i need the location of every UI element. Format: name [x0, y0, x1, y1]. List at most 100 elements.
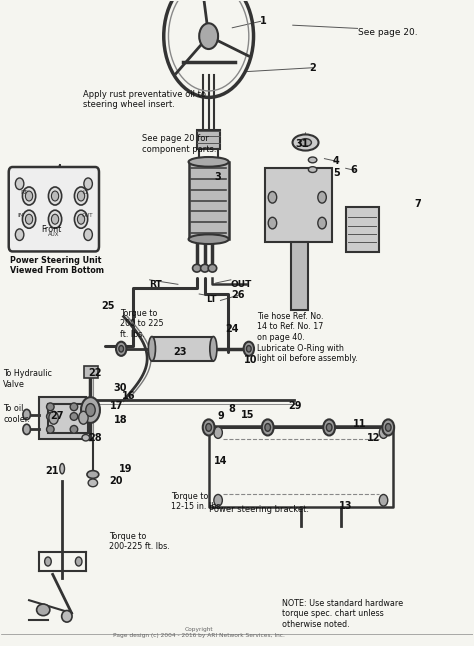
Bar	[292, 242, 308, 310]
Ellipse shape	[214, 427, 222, 439]
Text: 7: 7	[414, 199, 421, 209]
Ellipse shape	[82, 435, 90, 441]
Ellipse shape	[265, 424, 271, 432]
Text: 24: 24	[226, 324, 239, 335]
Ellipse shape	[268, 191, 277, 203]
FancyBboxPatch shape	[9, 167, 99, 251]
Ellipse shape	[70, 403, 78, 411]
Text: 21: 21	[45, 466, 58, 475]
Ellipse shape	[46, 426, 54, 433]
Text: 14: 14	[214, 456, 227, 466]
Ellipse shape	[22, 210, 36, 228]
Ellipse shape	[48, 210, 62, 228]
Ellipse shape	[326, 424, 332, 432]
Text: 15: 15	[241, 410, 255, 420]
Ellipse shape	[148, 337, 155, 361]
Ellipse shape	[116, 342, 127, 356]
Ellipse shape	[189, 157, 229, 167]
Ellipse shape	[318, 191, 326, 203]
Text: 8: 8	[229, 404, 236, 413]
Text: Front: Front	[41, 225, 61, 234]
Ellipse shape	[323, 419, 335, 435]
Ellipse shape	[23, 410, 30, 420]
Text: OUT: OUT	[82, 213, 93, 218]
Ellipse shape	[46, 413, 54, 421]
Text: RT: RT	[150, 280, 162, 289]
Bar	[38, 397, 86, 439]
Text: Torque to
200-225 ft. lbs.: Torque to 200-225 ft. lbs.	[109, 532, 170, 551]
Ellipse shape	[51, 214, 59, 224]
Text: LT: LT	[82, 191, 89, 195]
Bar	[189, 162, 229, 239]
Ellipse shape	[26, 214, 33, 224]
Ellipse shape	[15, 229, 24, 240]
Ellipse shape	[70, 426, 78, 433]
Text: 20: 20	[110, 476, 123, 486]
Ellipse shape	[268, 217, 277, 229]
Ellipse shape	[51, 191, 59, 201]
Text: 19: 19	[119, 464, 133, 474]
Text: LT: LT	[206, 295, 217, 304]
Ellipse shape	[300, 139, 311, 147]
Ellipse shape	[86, 404, 95, 417]
Ellipse shape	[74, 210, 88, 228]
Ellipse shape	[22, 187, 36, 205]
Ellipse shape	[74, 187, 88, 205]
Bar	[48, 404, 88, 433]
Text: AUX: AUX	[48, 232, 60, 237]
Ellipse shape	[192, 264, 201, 272]
Ellipse shape	[60, 464, 64, 474]
Ellipse shape	[84, 178, 92, 189]
Ellipse shape	[23, 424, 30, 435]
Ellipse shape	[262, 419, 273, 435]
Ellipse shape	[46, 403, 54, 411]
Text: 18: 18	[114, 415, 128, 425]
Bar	[197, 130, 220, 149]
Text: Copyright
Page design (c) 2004 - 2016 by ARI Network Services, Inc.: Copyright Page design (c) 2004 - 2016 by…	[113, 627, 285, 638]
Ellipse shape	[62, 610, 72, 622]
Text: 12: 12	[367, 433, 381, 443]
Ellipse shape	[70, 413, 78, 421]
Text: 16: 16	[121, 391, 135, 401]
Ellipse shape	[383, 419, 394, 435]
Text: 11: 11	[353, 419, 366, 429]
Text: To Hydraulic
Valve: To Hydraulic Valve	[3, 370, 52, 389]
Ellipse shape	[49, 412, 58, 424]
Text: Apply rust preventative oil to
steering wheel insert.: Apply rust preventative oil to steering …	[83, 90, 206, 109]
Text: Lubricate O-Ring with
light oil before assembly.: Lubricate O-Ring with light oil before a…	[257, 344, 357, 363]
Ellipse shape	[379, 427, 388, 439]
Text: 29: 29	[288, 401, 301, 411]
Ellipse shape	[119, 346, 124, 352]
Bar	[84, 366, 98, 378]
Ellipse shape	[77, 214, 85, 224]
Ellipse shape	[26, 191, 33, 201]
Text: 2: 2	[309, 63, 316, 73]
Bar	[152, 337, 213, 361]
Text: 31: 31	[295, 139, 309, 149]
Ellipse shape	[379, 494, 388, 506]
Ellipse shape	[206, 424, 211, 432]
Ellipse shape	[318, 217, 326, 229]
Text: 23: 23	[173, 347, 187, 357]
Text: 25: 25	[102, 301, 115, 311]
Text: 17: 17	[110, 401, 123, 411]
Text: 30: 30	[113, 383, 127, 393]
Text: 22: 22	[89, 368, 102, 379]
Ellipse shape	[15, 178, 24, 189]
Text: See page 20.: See page 20.	[357, 28, 417, 37]
Text: 4: 4	[333, 156, 340, 166]
Text: To oil
cooler.: To oil cooler.	[3, 404, 30, 424]
Ellipse shape	[36, 604, 50, 616]
Text: IN: IN	[18, 213, 24, 218]
Ellipse shape	[214, 494, 222, 506]
Ellipse shape	[87, 471, 99, 478]
Ellipse shape	[246, 346, 251, 352]
Text: Tie hose Ref. No.
14 to Ref. No. 17
on page 40.: Tie hose Ref. No. 14 to Ref. No. 17 on p…	[257, 312, 323, 342]
Ellipse shape	[203, 419, 215, 435]
Ellipse shape	[81, 397, 100, 423]
Bar	[265, 169, 331, 242]
Text: Torque to
200 to 225
ft. lbs.: Torque to 200 to 225 ft. lbs.	[120, 309, 164, 339]
Ellipse shape	[48, 187, 62, 205]
Ellipse shape	[45, 557, 51, 566]
Text: 26: 26	[231, 290, 245, 300]
